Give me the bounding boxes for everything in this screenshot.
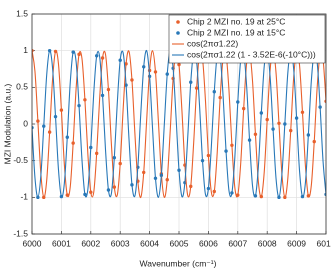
line-series [32,49,326,198]
x-axis-label: Wavenumber (cm⁻¹) [140,258,217,268]
x-tick-label: 6002 [81,238,100,248]
y-tick-label: 1.5 [16,8,28,18]
x-tick-label: 6001 [52,238,71,248]
legend-label: cos(2πσ1.22) [187,38,238,48]
legend-label: Chip 2 MZI no. 19 at 25°C [187,16,285,26]
x-tick-label: 6006 [199,238,218,248]
x-tick-label: 6003 [111,238,130,248]
legend-label: cos(2πσ1.22 (1 - 3.52E-6(-10°C))) [187,49,316,59]
legend-label: Chip 2 MZI no. 19 at 15°C [187,27,285,37]
y-axis-label: MZI Modulation (a.u.) [2,83,12,164]
x-tick-label: 6004 [140,238,159,248]
y-tick-label: -1.5 [13,228,28,238]
y-tick-label: -0.5 [13,155,28,165]
y-tick-label: -1 [20,192,28,202]
y-tick-label: 1 [23,45,28,55]
y-tick-label: 0 [23,118,28,128]
legend-box [168,14,326,64]
plot-frame [31,13,327,235]
line-series [32,50,326,199]
x-tick-label: 6000 [23,238,42,248]
x-tick-label: 6010 [317,238,331,248]
x-tick-label: 6009 [287,238,306,248]
x-tick-label: 6007 [228,238,247,248]
x-tick-label: 6005 [170,238,189,248]
y-tick-label: 0.5 [16,82,28,92]
legend-marker [176,31,180,35]
x-tick-label: 6008 [258,238,277,248]
legend-marker [176,20,180,24]
